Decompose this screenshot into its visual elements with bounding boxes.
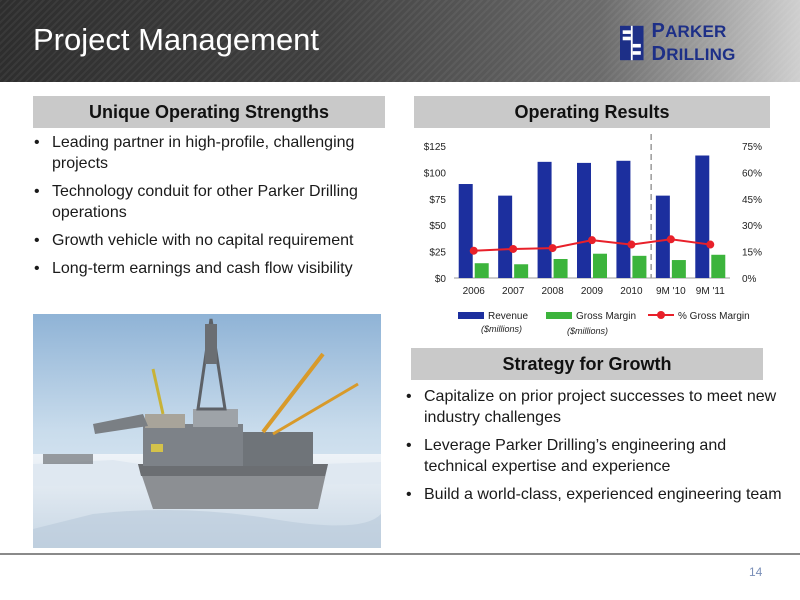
y-right-tick-label: 30% bbox=[742, 221, 762, 232]
page-number: 14 bbox=[749, 565, 763, 579]
strengths-heading: Unique Operating Strengths bbox=[33, 96, 385, 128]
legend-revenue-label: Revenue bbox=[488, 311, 528, 322]
operating-results-chart: $0 $25 $50 $75 $100 $125 0% 15% 30% 45% 60% 75% 2006… bbox=[410, 132, 790, 342]
pct-gross-margin-point bbox=[627, 240, 636, 249]
pct-gross-margin-point bbox=[509, 244, 518, 253]
revenue-bar bbox=[577, 162, 591, 278]
legend-gross-margin-sublabel: ($millions) bbox=[567, 326, 608, 336]
legend-gross-margin-swatch bbox=[546, 312, 572, 319]
x-tick-label: 9M '11 bbox=[696, 286, 725, 297]
list-item: Growth vehicle with no capital requireme… bbox=[33, 230, 393, 251]
y-right-tick-label: 45% bbox=[742, 195, 762, 206]
revenue-bar bbox=[537, 161, 552, 278]
pct-gross-margin-point bbox=[666, 235, 675, 244]
company-logo: PARKER DRILLING bbox=[620, 20, 800, 66]
list-item: Leading partner in high-profile, challen… bbox=[33, 132, 393, 174]
x-tick-label: 2010 bbox=[620, 286, 643, 297]
y-right-tick-label: 60% bbox=[742, 168, 762, 179]
y-right-tick-label: 15% bbox=[742, 248, 762, 259]
y-right-tick-label: 75% bbox=[742, 142, 762, 153]
pct-gross-margin-point bbox=[588, 236, 596, 245]
gross-margin-bar bbox=[514, 264, 529, 278]
y-left-tick-label: $25 bbox=[429, 248, 446, 259]
revenue-bar bbox=[458, 184, 473, 278]
strategy-list: Capitalize on prior project successes to… bbox=[405, 386, 790, 512]
strengths-list: Leading partner in high-profile, challen… bbox=[33, 132, 393, 286]
legend-revenue-swatch bbox=[458, 312, 484, 319]
list-item: Leverage Parker Drilling’s engineering a… bbox=[405, 435, 790, 477]
y-left-tick-label: $50 bbox=[429, 221, 446, 232]
list-item: Capitalize on prior project successes to… bbox=[405, 386, 790, 428]
pct-gross-margin-point bbox=[469, 246, 478, 255]
pct-gross-margin-point bbox=[548, 244, 557, 253]
gross-margin-bar bbox=[593, 253, 607, 278]
results-heading: Operating Results bbox=[414, 96, 770, 128]
strategy-heading: Strategy for Growth bbox=[411, 348, 763, 380]
legend-pct-label: % Gross Margin bbox=[678, 311, 750, 322]
x-tick-label: 2006 bbox=[463, 286, 486, 297]
y-left-tick-label: $75 bbox=[429, 195, 446, 206]
footer-divider bbox=[0, 553, 800, 555]
legend-revenue-sublabel: ($millions) bbox=[481, 324, 522, 334]
logo-text: PARKER DRILLING bbox=[651, 20, 736, 65]
gross-margin-bar bbox=[711, 254, 726, 278]
y-left-tick-label: $100 bbox=[424, 168, 447, 179]
pct-gross-margin-point bbox=[706, 240, 715, 249]
gross-margin-bar bbox=[553, 258, 568, 278]
legend-pct-point-swatch bbox=[657, 311, 665, 319]
revenue-bar bbox=[655, 195, 670, 278]
gross-margin-bar bbox=[474, 263, 489, 278]
parker-drilling-logo-icon bbox=[620, 25, 644, 61]
operating-results-chart-svg: $0 $25 $50 $75 $100 $125 0% 15% 30% 45% 60% 75% 2006… bbox=[424, 134, 762, 336]
x-tick-label: 9M '10 bbox=[656, 286, 686, 297]
page-title: Project Management bbox=[33, 22, 320, 57]
legend-gross-margin-label: Gross Margin bbox=[576, 311, 636, 322]
gross-margin-bar bbox=[671, 260, 686, 278]
x-tick-label: 2009 bbox=[581, 286, 604, 297]
list-item: Build a world-class, experienced enginee… bbox=[405, 484, 790, 505]
list-item: Technology conduit for other Parker Dril… bbox=[33, 181, 393, 223]
y-left-tick-label: $0 bbox=[435, 274, 447, 285]
revenue-bar bbox=[695, 155, 710, 278]
y-right-tick-label: 0% bbox=[742, 274, 757, 285]
y-left-tick-label: $125 bbox=[424, 142, 447, 153]
offshore-drilling-platform-image bbox=[33, 314, 381, 548]
header-bar: Project Management PARKER DRILLING bbox=[0, 0, 800, 82]
x-tick-label: 2007 bbox=[502, 286, 525, 297]
gross-margin-bar bbox=[632, 255, 647, 278]
revenue-bar bbox=[616, 160, 631, 278]
x-tick-label: 2008 bbox=[541, 286, 564, 297]
list-item: Long-term earnings and cash flow visibil… bbox=[33, 258, 393, 279]
revenue-bar bbox=[498, 195, 513, 278]
